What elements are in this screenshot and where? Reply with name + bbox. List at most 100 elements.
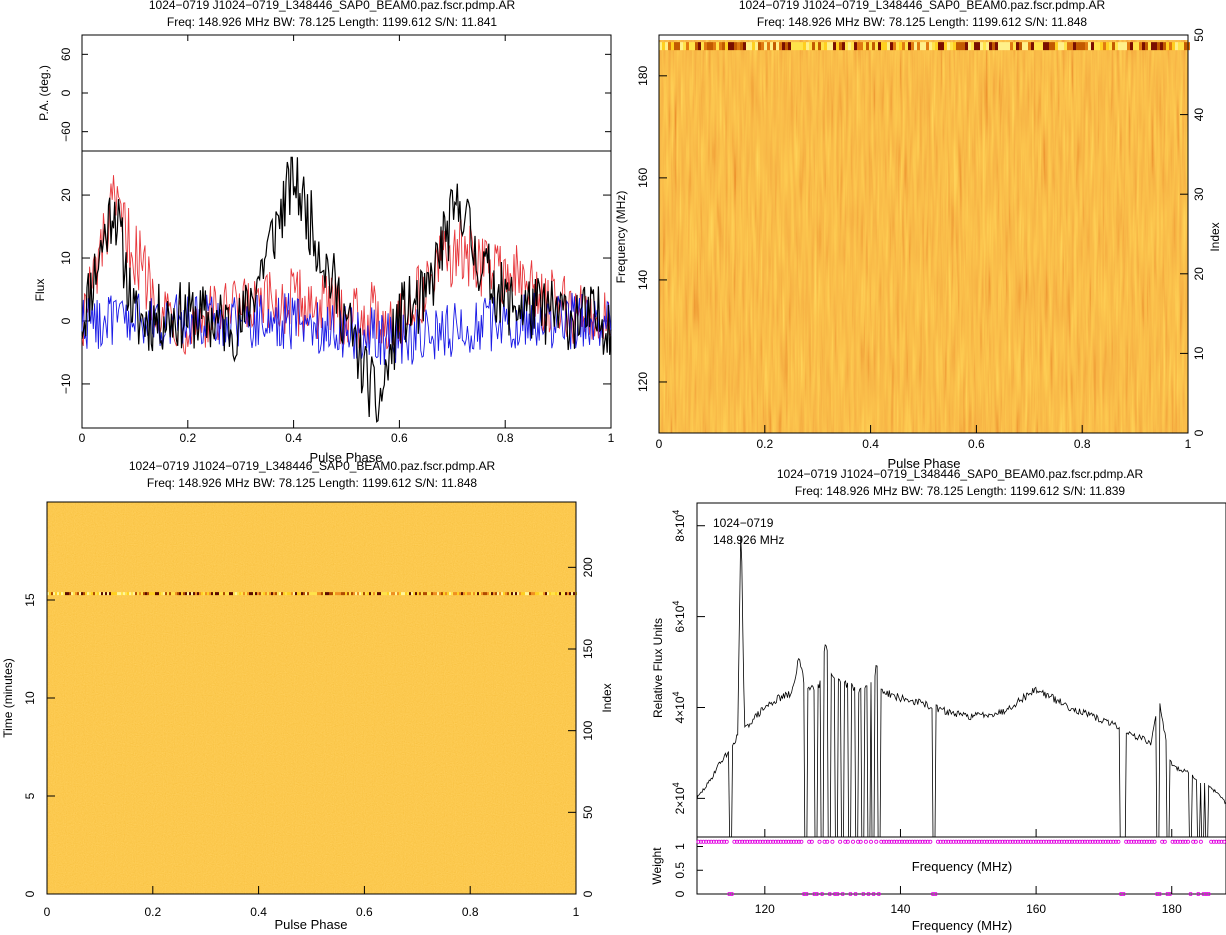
bright-subint-cell	[341, 592, 343, 596]
bright-channel-cell	[830, 42, 833, 51]
bright-channel-cell	[1142, 42, 1145, 51]
bright-subint-cell	[273, 592, 275, 596]
bright-subint-cell	[177, 592, 179, 596]
bright-subint-cell	[563, 592, 565, 596]
bright-subint-cell	[405, 592, 407, 596]
bright-subint-cell	[55, 592, 57, 596]
bright-subint-cell	[403, 592, 405, 596]
bright-channel-cell	[1043, 42, 1046, 51]
bright-subint-cell	[361, 592, 363, 596]
bright-subint-cell	[121, 592, 123, 596]
phase-time-xlabel: Pulse Phase	[275, 917, 348, 932]
bright-channel-cell	[773, 42, 776, 51]
channel-weight-point	[969, 839, 974, 844]
channel-weight-point	[1113, 839, 1118, 844]
bright-channel-cell	[896, 42, 899, 51]
channel-weight-point	[1160, 839, 1165, 844]
channel-weight-point	[853, 892, 858, 897]
index-ytick-label: 30	[1192, 187, 1206, 201]
bright-channel-cell	[944, 42, 947, 51]
channel-weight-point	[1044, 839, 1049, 844]
channel-weight-point	[1021, 839, 1026, 844]
bright-subint-cell	[315, 592, 317, 596]
phase-time-xtick-label: 0.8	[462, 905, 479, 919]
channel-weight-point	[1010, 839, 1015, 844]
bright-subint-cell	[241, 592, 243, 596]
bright-subint-cell	[339, 592, 341, 596]
channel-weight-point	[1119, 892, 1124, 897]
channel-weight-point	[711, 839, 716, 844]
channel-weight-point	[997, 839, 1002, 844]
bright-channel-cell	[890, 42, 893, 51]
flux-ytick-label: 10	[59, 251, 73, 265]
bright-subint-cell	[77, 592, 79, 596]
bright-subint-cell	[573, 592, 575, 596]
phase-frequency-xticks: 0 0.2 0.4 0.6 0.8 1	[656, 425, 1192, 451]
bright-subint-cell	[329, 592, 331, 596]
channel-weight-point	[1180, 839, 1185, 844]
bright-subint-cell	[203, 592, 205, 596]
bright-channel-cell	[899, 42, 902, 51]
bright-channel-cell	[716, 42, 719, 51]
bright-channel-cell	[989, 42, 992, 51]
bright-subint-cell	[409, 592, 411, 596]
bright-channel-cell	[851, 42, 854, 51]
bright-channel-cell	[779, 42, 782, 51]
bandpass-xticks: 120 140 160 180	[755, 829, 1182, 916]
bright-subint-cell	[481, 592, 483, 596]
bright-subint-cell	[229, 592, 231, 596]
bright-subint-cell	[327, 592, 329, 596]
bright-subint-cell	[219, 592, 221, 596]
bright-channel-cell	[686, 42, 689, 51]
channel-weight-point	[1095, 839, 1100, 844]
bright-subint-cell	[485, 592, 487, 596]
flux-ytick-label: −10	[59, 373, 73, 394]
bright-channel-cell	[1103, 42, 1106, 51]
channel-weight-point	[1080, 839, 1085, 844]
channel-weight-point	[985, 839, 990, 844]
channel-weight-point	[840, 892, 845, 897]
phase-frequency-xtick-label: 0.2	[756, 437, 773, 451]
bright-subint-cell	[311, 592, 313, 596]
bright-channel-cell	[707, 42, 710, 51]
bright-subint-cell	[165, 592, 167, 596]
profile-xtick-label: 0.8	[497, 431, 514, 445]
bright-channel-cell	[902, 42, 905, 51]
bright-subint-cell	[47, 592, 49, 596]
bright-channel-cell	[1076, 42, 1079, 51]
bright-subint-cell	[57, 592, 59, 596]
bright-subint-cell	[499, 592, 501, 596]
bright-subint-cell	[411, 592, 413, 596]
bright-channel-cell	[812, 42, 815, 51]
bright-subint-cell	[325, 592, 327, 596]
channel-weight-point	[1108, 839, 1113, 844]
bright-subint-cell	[133, 592, 135, 596]
channel-weight-point	[1064, 839, 1069, 844]
channel-weight-point	[930, 892, 935, 897]
channel-weight-point	[701, 839, 706, 844]
bandpass-title: 1024−0719 J1024−0719_L348446_SAP0_BEAM0.…	[777, 467, 1144, 481]
bright-channel-cell	[797, 42, 800, 51]
bandpass-annotation-source: 1024−0719	[713, 516, 774, 530]
channel-weight-point	[1144, 839, 1149, 844]
bright-subint-cell	[515, 592, 517, 596]
bright-subint-cell	[79, 592, 81, 596]
channel-weight-point	[820, 892, 825, 897]
bright-channel-cell	[1181, 42, 1184, 51]
channel-weight-point	[789, 839, 794, 844]
bright-subint-cell	[303, 592, 305, 596]
channel-weight-point	[1082, 839, 1087, 844]
bright-subint-cell	[191, 592, 193, 596]
bright-channel-cell	[833, 42, 836, 51]
index-ytick-label: 40	[1192, 108, 1206, 122]
bright-channel-cell	[1070, 42, 1073, 51]
bright-subint-cell	[333, 592, 335, 596]
bright-subint-cell	[447, 592, 449, 596]
relative-flux-ytick-label: 6×104	[671, 601, 687, 633]
bright-channel-cell	[713, 42, 716, 51]
bright-channel-cell	[875, 42, 878, 51]
channel-weight-point	[1090, 839, 1095, 844]
phase-time-ylabel: Time (minutes)	[1, 658, 15, 738]
bright-subint-cell	[487, 592, 489, 596]
channel-weight-point	[977, 839, 982, 844]
